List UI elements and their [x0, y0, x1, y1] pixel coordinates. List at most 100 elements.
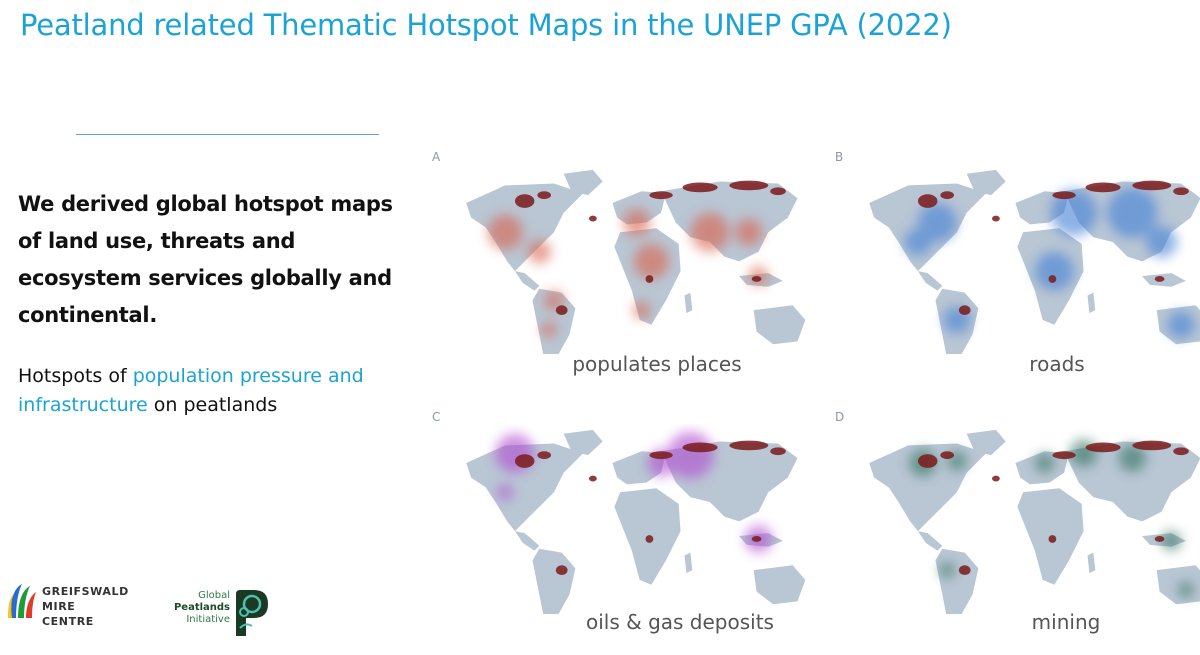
land-shape [935, 548, 979, 614]
hotspot-blob [1034, 251, 1074, 291]
world-map [869, 429, 1200, 614]
peatland-area [1132, 180, 1172, 191]
hotspot-blob [541, 321, 557, 338]
global-peatlands-initiative-logo: Global Peatlands Initiative [152, 588, 272, 648]
land-shape [1087, 292, 1096, 314]
land-shape [532, 548, 576, 614]
map-panel-mining: D [835, 410, 1200, 640]
land-shape [563, 429, 603, 456]
gmc-line-3: CENTRE [42, 615, 94, 628]
hotspot-blob [1106, 187, 1158, 239]
hotspot-blob [748, 266, 769, 286]
land-shape [753, 305, 806, 345]
land-shape [532, 288, 576, 354]
map-panel-populated-places: A [432, 150, 812, 380]
peatland-area [589, 215, 597, 222]
peatland-area [770, 447, 786, 456]
world-map [466, 169, 806, 354]
peatland-area [682, 182, 718, 193]
land-shape [661, 181, 798, 262]
map-panel-oil-gas: C [432, 410, 812, 640]
world-map [869, 169, 1200, 354]
hotspots-text: Hotspots of population pressure and infr… [18, 362, 398, 420]
peatland-area [1048, 275, 1057, 283]
peatland-area [751, 536, 762, 542]
hotspot-blob [497, 484, 513, 500]
caption-populated-places: populates places [572, 352, 742, 376]
caption-roads: roads [1029, 352, 1085, 376]
land-shape [514, 531, 540, 551]
panel-letter: B [835, 150, 844, 164]
land-shape [1156, 565, 1200, 605]
world-map [466, 429, 806, 614]
hotspot-blob [735, 218, 763, 246]
hotspot-blob [1034, 453, 1055, 473]
gpi-line-1: Global [198, 590, 230, 601]
land-shape [753, 565, 806, 605]
peatland-area [1085, 182, 1121, 193]
peatland-area [751, 276, 762, 282]
peatland-area [958, 565, 971, 576]
title-divider [76, 134, 379, 135]
peatland-area [645, 275, 654, 283]
peatland-area [1085, 442, 1121, 453]
slide-title: Peatland related Thematic Hotspot Maps i… [20, 8, 952, 42]
gpi-line-3: Initiative [186, 614, 230, 625]
peatland-area [940, 191, 954, 200]
peatland-area [514, 454, 535, 468]
peatland-area [649, 451, 673, 460]
hotspot-blob [690, 212, 730, 252]
hotspot-blob [1161, 531, 1182, 551]
land-shape [466, 443, 584, 532]
land-shape [563, 169, 603, 196]
peatland-area [940, 451, 954, 460]
land-shape [466, 183, 584, 272]
peatland-area [729, 440, 769, 451]
peatland-area [1052, 191, 1076, 200]
land-shape [514, 271, 540, 291]
peatland-area [555, 305, 568, 316]
hotspots-highlight: population pressure and infrastructure [18, 365, 364, 416]
peatland-area [682, 442, 718, 453]
peatland-area [917, 194, 938, 208]
peatland-area [537, 191, 551, 200]
peatland-area [555, 565, 568, 576]
caption-mining: mining [1031, 610, 1101, 634]
hotspots-prefix: Hotspots of [18, 365, 133, 387]
gmc-line-2: MIRE [42, 600, 76, 613]
peatland-area [1154, 276, 1165, 282]
gmc-text: GREIFSWALD MIRE CENTRE [42, 584, 129, 629]
panel-letter: A [432, 150, 441, 164]
peatland-area [770, 187, 786, 196]
peatland-area [917, 454, 938, 468]
land-shape [917, 271, 943, 291]
hotspot-blob [939, 562, 955, 578]
gpi-line-2: Peatlands [173, 602, 230, 613]
peatland-area [645, 535, 654, 543]
peatland-area [992, 215, 1000, 222]
hotspot-blob [527, 240, 551, 264]
hotspot-blob [1050, 189, 1098, 237]
gpi-p-emblem-icon [236, 590, 268, 636]
land-shape [917, 531, 943, 551]
gmc-emblem-icon [8, 584, 36, 618]
lead-statement: We derived global hotspot maps of land u… [18, 192, 393, 327]
gpi-text: Global Peatlands Initiative [174, 590, 230, 626]
land-shape [684, 552, 693, 574]
caption-oil-gas: oils & gas deposits [586, 610, 774, 634]
peatland-area [992, 475, 1000, 482]
peatland-area [1173, 447, 1189, 456]
hotspot-blob [1118, 444, 1146, 472]
hotspot-blob [1178, 581, 1194, 598]
map-panel-roads: B [835, 150, 1200, 380]
hotspots-suffix: on peatlands [147, 394, 278, 416]
hotspot-blob [666, 431, 714, 479]
hotspot-blob [623, 208, 651, 237]
hotspot-blob [1167, 311, 1195, 339]
peatland-area [1154, 536, 1165, 542]
land-shape [966, 429, 1006, 456]
land-shape [966, 169, 1006, 196]
hotspot-blob [544, 290, 564, 311]
peatland-area [729, 180, 769, 191]
peatland-area [1048, 535, 1057, 543]
